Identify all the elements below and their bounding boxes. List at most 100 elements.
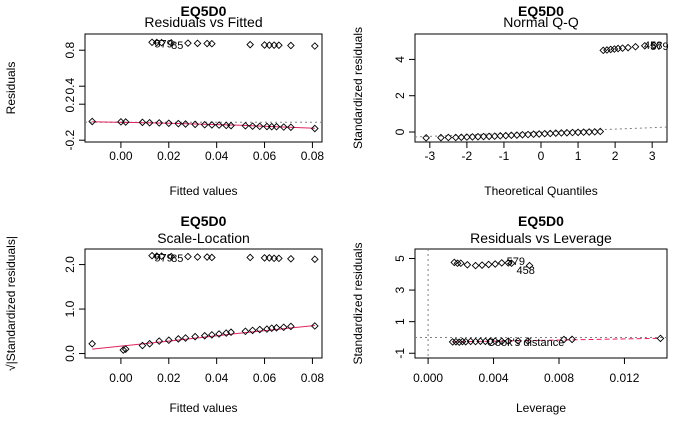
chart-resid_fitted-y-tick-label: 0.2 [63,96,77,113]
chart-normal_qq-x-axis-label: Theoretical Quantiles [484,184,597,198]
chart-normal_qq-data-point [468,133,477,141]
chart-resid_leverage-data-point [478,261,486,269]
chart-scale_location-annotation: 579 [154,252,172,264]
chart-scale_location-data-point [193,253,202,261]
chart-resid_leverage-x-tick-label: 0.004 [479,371,509,385]
chart-resid_leverage-data-point [524,337,532,345]
chart-scale_location-data-point [181,334,190,342]
chart-resid_leverage-data-point [448,338,457,346]
chart-resid_fitted-y-tick-label: -0.2 [63,130,77,151]
chart-normal_qq-x-tick-label: -2 [462,149,473,163]
chart-normal_qq-data-point [579,128,588,137]
chart-scale_location-data-point [138,341,147,350]
chart-resid_fitted-data-point [279,123,288,131]
chart-resid_leverage-data-point [656,334,665,343]
chart-resid_fitted-data-point [191,120,199,129]
chart-resid_leverage-y-axis-label: Standardized residuals [351,242,365,364]
chart-resid_fitted-data-point [145,118,154,127]
chart-resid_leverage-y-tick-label: 3 [393,286,407,293]
chart-resid_leverage-data-point [471,261,480,270]
chart-scale_location-data-point [208,331,216,339]
chart-resid_fitted-y-axis-label: Residuals [4,62,18,115]
chart-normal_qq-data-point [474,132,482,141]
chart-scale_location-plot-frame [84,248,323,359]
chart-normal_qq-data-point [640,41,649,50]
chart-scale_location-data-point [248,326,257,335]
chart-resid_fitted-y-tick-label: 0.8 [63,42,77,59]
chart-scale_location-data-point [275,254,283,263]
chart-resid_leverage-data-point [525,261,534,270]
chart-normal_qq-main-title: EQ5D0 [518,3,564,19]
chart-resid_fitted-x-tick-label: 0.04 [205,149,229,163]
chart-normal_qq-data-point [631,42,640,51]
chart-resid_fitted-data-point [152,38,161,47]
chart-resid_fitted-x-tick-label: 0.00 [109,149,133,163]
chart-scale_location-data-point [88,339,97,348]
chart-resid_fitted-data-point [157,38,166,47]
chart-normal_qq-data-point [650,41,658,50]
chart-resid_leverage-main-title: EQ5D0 [518,213,564,229]
chart-resid_fitted-annotation: 579 [154,39,172,51]
chart-normal_qq-x-tick-label: 0 [538,149,545,163]
chart-resid_leverage-data-point [504,337,513,345]
chart-scale_location-data-point [148,251,156,260]
chart-resid_leverage-x-axis-label: Leverage [516,401,566,415]
chart-normal_qq-data-point [603,46,611,54]
chart-resid_fitted-data-point [138,118,147,127]
chart-resid_fitted-data-point [155,119,164,127]
chart-resid_leverage-x-tick-label: 0.000 [413,371,443,385]
chart-normal_qq-data-point [574,128,582,137]
chart-scale_location-data-point [191,332,199,341]
chart-scale_location-data-point [272,323,281,332]
chart-normal_qq-data-point [585,128,594,136]
chart-resid_fitted-data-point [275,41,283,50]
chart-scale_location-main-title: EQ5D0 [181,213,227,229]
chart-scale_location-data-point [167,252,176,261]
chart-scale_location-data-point [287,322,295,331]
chart-scale_location-data-point [246,253,255,262]
chart-scale_location-y-tick-label: 1.0 [63,300,77,317]
chart-resid_fitted-data-point [241,121,250,130]
chart-resid_fitted-x-tick-label: 0.02 [157,149,181,163]
chart-resid_fitted-data-point [272,122,281,131]
chart-resid_fitted-data-point [208,39,216,48]
chart-scale_location-data-point [119,346,128,354]
chart-normal_qq-data-point [444,133,453,142]
chart-normal_qq-data-point [624,43,632,52]
chart-resid_fitted-data-point [164,119,173,128]
chart-resid_fitted-data-point [255,122,264,131]
chart-resid_leverage-data-point [466,337,475,346]
chart-normal_qq-title: Normal Q-Q [503,14,579,30]
chart-normal_qq-data-point [422,133,430,142]
chart-scale_location-data-point [164,336,173,345]
chart-resid_leverage-data-point [463,260,472,269]
chart-normal_qq-data-point [599,46,608,55]
chart-scale_location-data-point [227,328,235,337]
chart-resid_leverage-data-point [450,258,459,267]
chart-resid_fitted-data-point [222,121,231,130]
chart-scale_location-data-point [215,330,223,338]
chart-normal_qq-y-tick-label: 0 [393,128,407,135]
chart-resid_leverage-title: Residuals vs Leverage [470,230,612,246]
chart-scale_location-data-point [260,254,269,262]
chart-resid_leverage-data-point [453,259,462,268]
chart-resid_leverage-data-point [491,337,500,345]
chart-normal_qq-annotation: 458 [644,40,662,52]
chart-resid_fitted-data-point [181,120,190,128]
chart-resid_fitted-data-point [263,122,271,131]
chart-resid_leverage-annotation: Cook's distance [487,337,564,349]
chart-resid_fitted-data-point [260,41,269,49]
chart-normal_qq-data-point [463,133,471,141]
chart-resid_leverage-plot-frame [414,248,668,359]
chart-scale_location-annotation: 85 [171,253,183,265]
chart-scale_location-data-point [279,323,288,332]
chart-normal_qq-x-tick-label: 1 [575,149,582,163]
chart-scale_location-data-point [241,327,250,336]
chart-normal_qq-y-axis-label: Standardized residuals [351,27,365,149]
chart-normal_qq-data-point [568,128,577,137]
chart-normal_qq-data-point [540,129,549,138]
chart-normal_qq-data-point [485,132,493,141]
chart-resid_fitted-plot-frame [84,33,323,143]
chart-normal_qq-data-point [451,133,460,142]
